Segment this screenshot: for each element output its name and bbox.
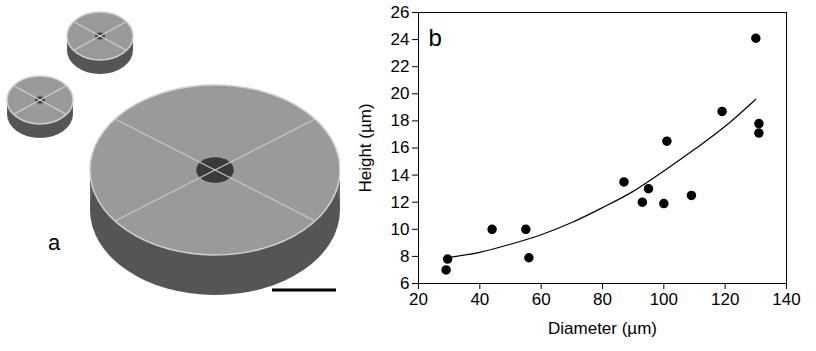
svg-text:140: 140 [772, 290, 800, 309]
svg-text:10: 10 [391, 220, 410, 239]
svg-text:100: 100 [650, 290, 678, 309]
svg-text:b: b [429, 24, 442, 51]
svg-text:8: 8 [400, 247, 409, 266]
svg-text:60: 60 [532, 290, 551, 309]
svg-text:20: 20 [391, 84, 410, 103]
svg-text:120: 120 [711, 290, 739, 309]
svg-text:26: 26 [391, 3, 410, 22]
svg-text:Height (µm): Height (µm) [356, 103, 375, 192]
svg-text:18: 18 [391, 111, 410, 130]
svg-text:24: 24 [391, 30, 410, 49]
svg-text:80: 80 [593, 290, 612, 309]
svg-text:14: 14 [391, 166, 410, 185]
svg-text:16: 16 [391, 138, 410, 157]
svg-text:a: a [48, 230, 61, 255]
svg-text:40: 40 [470, 290, 489, 309]
svg-text:22: 22 [391, 57, 410, 76]
svg-text:Diameter (µm): Diameter (µm) [548, 319, 657, 338]
svg-text:12: 12 [391, 193, 410, 212]
svg-text:20: 20 [409, 290, 428, 309]
svg-text:6: 6 [400, 273, 410, 293]
